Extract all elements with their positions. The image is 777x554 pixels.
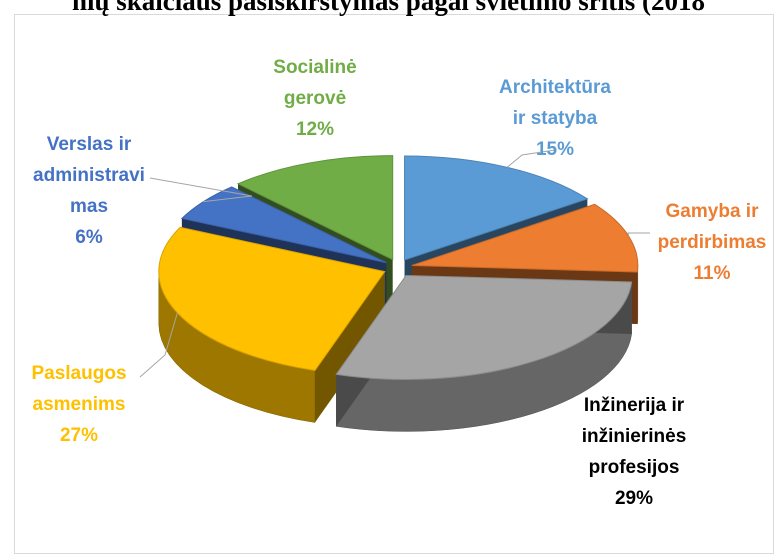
slice-value-label: 11% (642, 258, 777, 289)
slice-value-label: 6% (14, 222, 164, 253)
slice-value-label: 27% (14, 420, 144, 451)
slice-label-line: Inžinerija ir (544, 390, 724, 421)
slice-label-line: Gamyba ir (642, 196, 777, 227)
slice-label-line: administravi (14, 160, 164, 191)
slice-label-line: gerovė (245, 83, 385, 114)
slice-label-line: Paslaugos (14, 358, 144, 389)
slice-label-line: profesijos (544, 452, 724, 483)
slice-label-line: perdirbimas (642, 227, 777, 258)
slice-label-line: asmenims (14, 389, 144, 420)
slice-value-label: 15% (480, 134, 630, 165)
slice-label-line: Socialinė (245, 52, 385, 83)
slice-value-label: 12% (245, 114, 385, 145)
slice-label-line: inžinierinės (544, 421, 724, 452)
slice-label-line: Verslas ir (14, 129, 164, 160)
slice-label-line: Architektūra (480, 72, 630, 103)
slice-label-line: ir statyba (480, 103, 630, 134)
slice-value-label: 29% (544, 483, 724, 514)
slice-label-line: mas (14, 191, 164, 222)
